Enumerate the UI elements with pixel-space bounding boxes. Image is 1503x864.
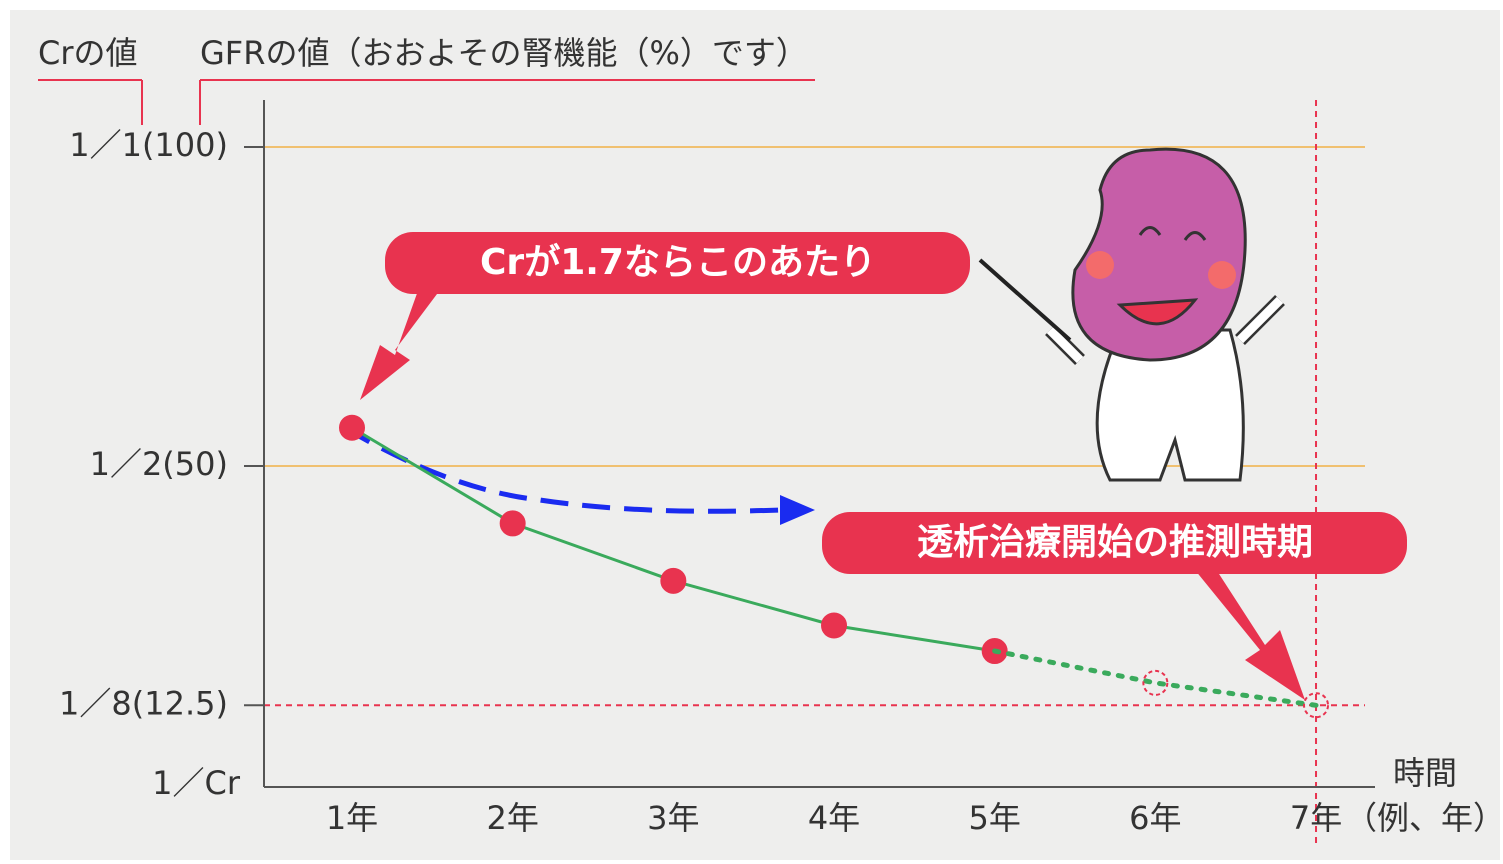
point (822, 614, 846, 638)
x-tick-label: 5年 (968, 799, 1020, 837)
annotation: Crが1.7ならこのあたり (480, 242, 876, 283)
y-tick-label: 1／1(100) (69, 126, 228, 164)
y-tick-label: 1／8(12.5) (59, 684, 228, 722)
x-tick-label: 7年 (1290, 799, 1342, 837)
point (340, 416, 364, 440)
y-title-right: GFRの値（おおよその腎機能（%）です） (200, 34, 808, 72)
y-axis-label: 1／Cr (152, 764, 241, 802)
background (10, 10, 1500, 860)
y-tick-label: 1／2(50) (90, 445, 228, 483)
x-tick-label: 3年 (647, 799, 699, 837)
x-tick-label: 1年 (326, 799, 378, 837)
x-unit-note: （例、年） (1345, 799, 1503, 837)
annotation: 透析治療開始の推測時期 (917, 522, 1313, 563)
chart: Crの値 GFRの値（おおよその腎機能（%）です） 1／Cr 時間 （例、年） … (0, 0, 1503, 864)
x-tick-label: 4年 (808, 799, 860, 837)
x-axis-label: 時間 (1393, 754, 1457, 792)
point (661, 569, 685, 593)
y-title-left: Crの値 (38, 34, 138, 72)
x-tick-label: 2年 (486, 799, 538, 837)
point (501, 511, 525, 535)
x-tick-label: 6年 (1129, 799, 1181, 837)
